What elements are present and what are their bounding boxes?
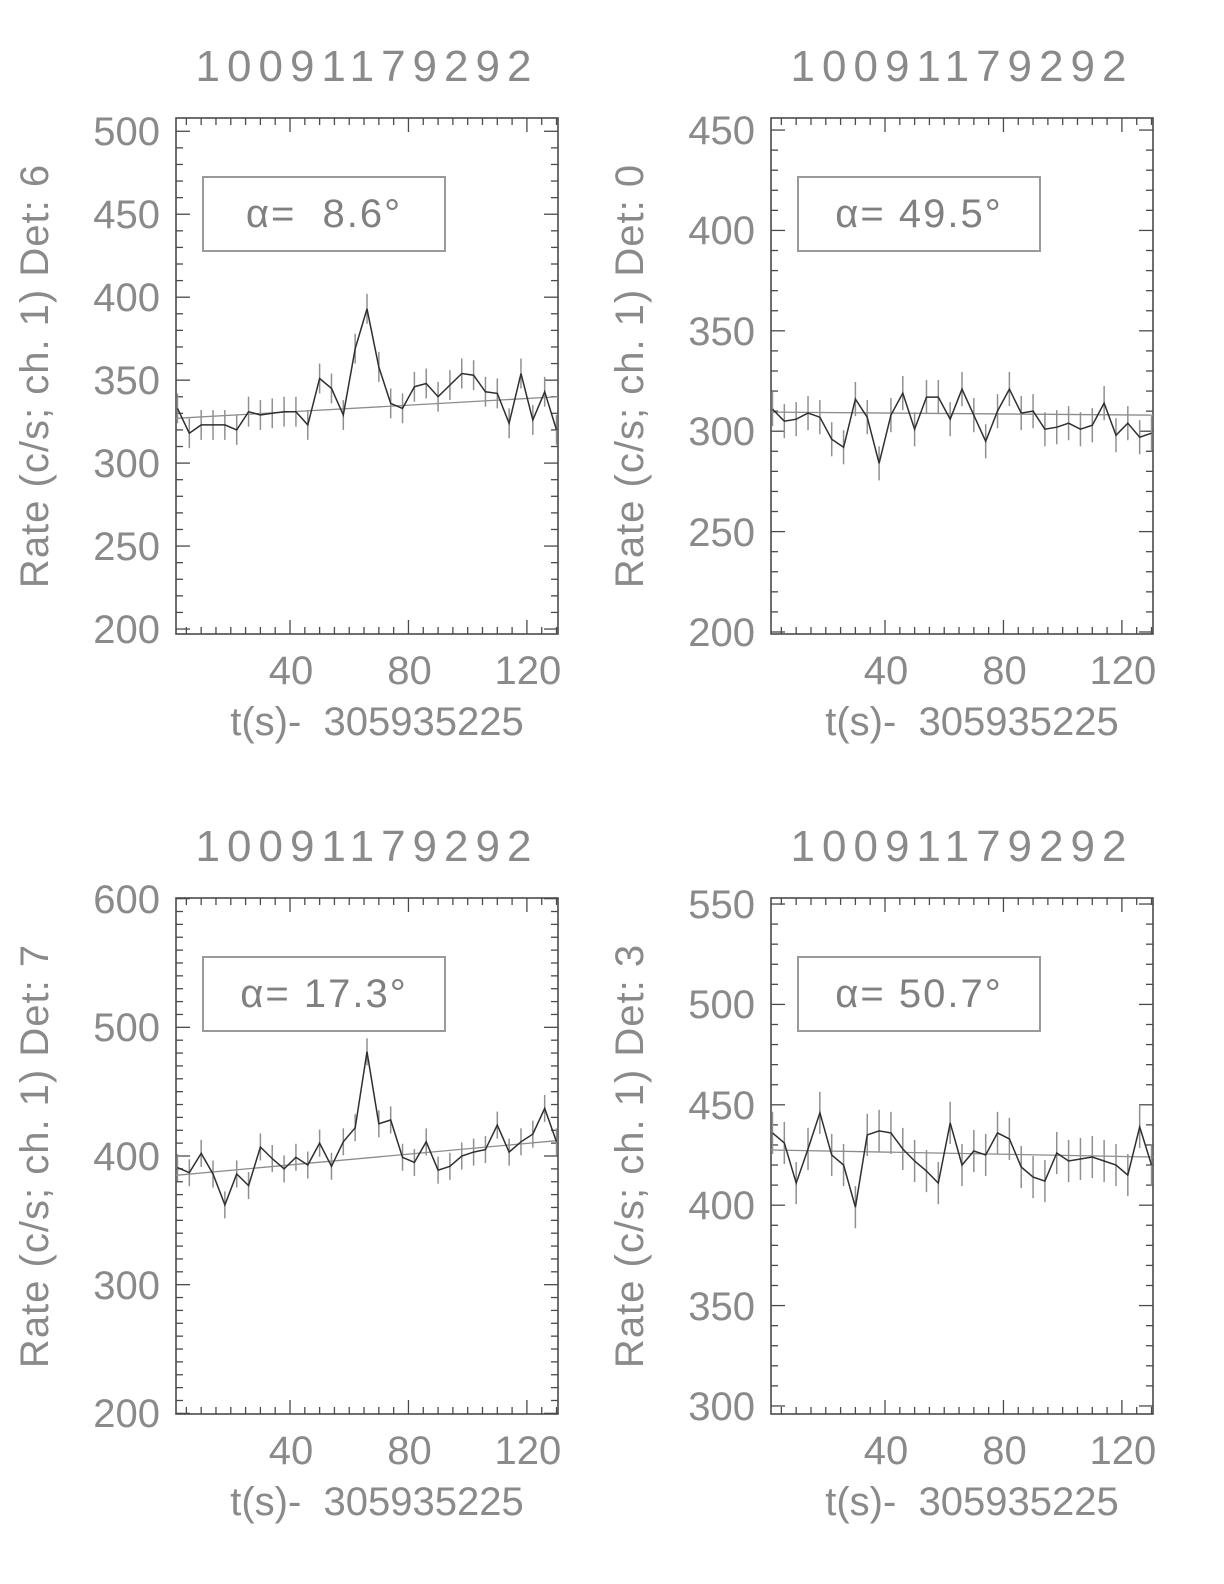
plot-area-det-7 xyxy=(175,897,559,1415)
plot-title: 10091179292 xyxy=(790,42,1134,91)
x-tick-label: 40 xyxy=(268,1429,314,1473)
y-tick-label: 500 xyxy=(93,1006,160,1051)
y-tick-label: 400 xyxy=(93,276,160,321)
plot-area-det-3 xyxy=(770,897,1154,1415)
x-tick-label: 120 xyxy=(494,1429,562,1473)
alpha-annotation-box: α= 50.7° xyxy=(797,956,1041,1032)
y-tick-label: 300 xyxy=(93,442,160,487)
axis-ticks xyxy=(771,898,1153,1414)
y-tick-label: 500 xyxy=(93,110,160,155)
alpha-annotation: α= 17.3° xyxy=(240,971,408,1016)
y-tick-label: 300 xyxy=(688,1384,755,1429)
alpha-annotation: α= 49.5° xyxy=(835,191,1003,236)
plot-frame xyxy=(770,897,1154,1415)
alpha-annotation-box: α= 49.5° xyxy=(797,176,1041,252)
y-tick-label: 350 xyxy=(688,1284,755,1329)
background-fit-line xyxy=(175,1139,559,1176)
x-tick-label: 120 xyxy=(1089,649,1157,693)
x-tick-label: 80 xyxy=(982,1429,1027,1473)
x-axis-label: t(s)- 305935225 xyxy=(230,1480,524,1524)
y-tick-label: 350 xyxy=(93,359,160,404)
y-tick-label: 200 xyxy=(688,610,755,655)
y-tick-label: 300 xyxy=(688,410,755,455)
error-bars xyxy=(771,1091,1153,1229)
x-tick-label: 40 xyxy=(863,1429,909,1473)
alpha-annotation: α= 50.7° xyxy=(835,971,1003,1016)
plot-title: 10091179292 xyxy=(195,42,539,91)
x-tick-label: 80 xyxy=(387,1429,432,1473)
y-tick-label: 400 xyxy=(93,1135,160,1179)
background-fit-line xyxy=(175,396,559,419)
x-tick-label: 40 xyxy=(268,649,314,693)
plot-frame xyxy=(770,117,1154,635)
y-tick-label: 300 xyxy=(93,1263,160,1308)
x-tick-label: 40 xyxy=(863,649,909,693)
x-tick-label: 80 xyxy=(982,649,1027,693)
plot-area-det-0 xyxy=(770,117,1154,635)
y-tick-label: 450 xyxy=(93,193,160,238)
alpha-annotation-box: α= 8.6° xyxy=(202,176,446,252)
x-axis-label: t(s)- 305935225 xyxy=(230,700,524,744)
light-curve xyxy=(771,387,1152,464)
x-axis-label: t(s)- 305935225 xyxy=(825,700,1119,744)
axis-ticks xyxy=(176,897,558,1415)
y-tick-label: 250 xyxy=(688,510,755,555)
plot-frame xyxy=(175,117,559,635)
plot-title: 10091179292 xyxy=(790,822,1134,871)
light-curve xyxy=(772,1110,1153,1208)
x-tick-label: 80 xyxy=(387,649,432,693)
y-tick-label: 450 xyxy=(688,1083,755,1128)
y-tick-label: 200 xyxy=(93,1392,160,1437)
plot-area-det-6 xyxy=(175,117,559,635)
y-tick-label: 450 xyxy=(688,109,755,154)
y-tick-label: 500 xyxy=(688,983,755,1028)
light-curve xyxy=(177,1051,558,1207)
x-tick-label: 120 xyxy=(494,649,562,693)
y-tick-label: 400 xyxy=(688,209,755,254)
x-axis-label: t(s)- 305935225 xyxy=(825,1480,1119,1524)
alpha-annotation-box: α= 17.3° xyxy=(202,956,446,1032)
y-tick-label: 350 xyxy=(688,309,755,354)
axis-ticks xyxy=(176,118,558,634)
y-tick-label: 200 xyxy=(93,608,160,653)
plot-title: 10091179292 xyxy=(195,822,539,871)
y-tick-label: 250 xyxy=(93,525,160,570)
y-tick-label: 400 xyxy=(688,1184,755,1229)
y-tick-label: 550 xyxy=(688,883,755,928)
y-tick-label: 600 xyxy=(93,877,160,922)
light-curve xyxy=(176,308,558,435)
alpha-annotation: α= 8.6° xyxy=(245,191,403,236)
background-fit-line xyxy=(770,411,1154,416)
x-tick-label: 120 xyxy=(1089,1429,1157,1473)
axis-ticks xyxy=(771,118,1153,634)
